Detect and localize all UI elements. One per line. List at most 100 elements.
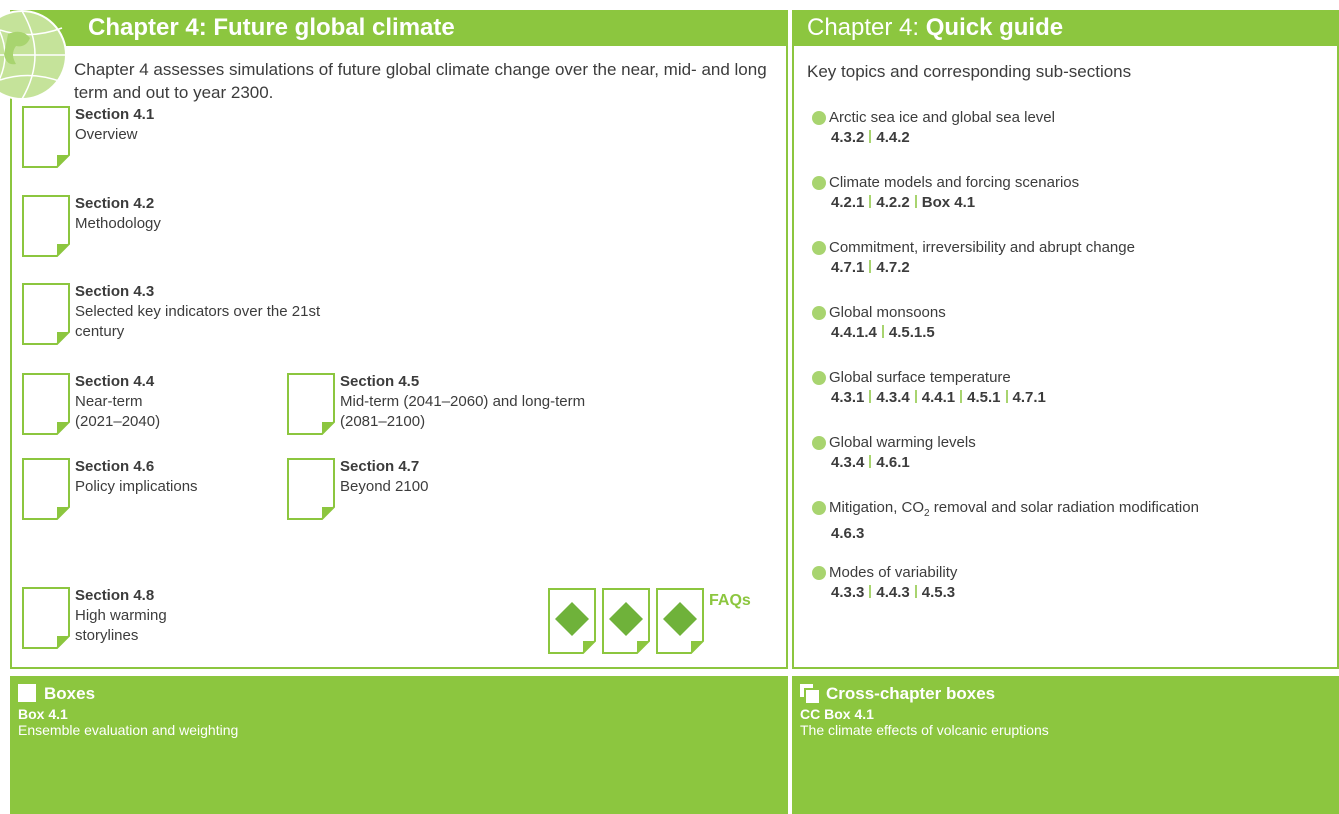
bullet: [812, 436, 826, 450]
separator: [960, 390, 963, 403]
topic-label: Global warming levels: [812, 433, 976, 453]
ref: 4.7.1: [1012, 389, 1046, 406]
section-label: Section 4.2: [75, 195, 155, 212]
cc-box-label: CC Box 4.1: [800, 706, 874, 722]
ref: Box 4.1: [921, 194, 976, 211]
bullet: [812, 176, 826, 190]
topic: Global surface temperature 4.3.1 4.3.4 4.4.…: [812, 368, 1046, 408]
right-subtitle: Key topics and corresponding sub-section…: [807, 62, 1132, 81]
doc-icon: [287, 373, 335, 435]
right-title-bold: Quick guide: [925, 14, 1064, 41]
topic: Global warming levels 4.3.4 4.6.1: [812, 433, 976, 473]
left-header: Chapter 4: Future global climate: [10, 10, 788, 46]
section-label: Section 4.3: [75, 283, 155, 300]
separator: [914, 195, 917, 208]
ref: 4.2.2: [876, 194, 910, 211]
topic-label: Arctic sea ice and global sea level: [812, 108, 1055, 128]
cc-boxes-title: Cross-chapter boxes: [826, 684, 996, 703]
topic-label: Climate models and forcing scenarios: [812, 173, 1079, 193]
topic-label: Global monsoons: [812, 303, 946, 323]
cc-boxes-panel: Cross-chapter boxes CC Box 4.1 The clima…: [792, 676, 1339, 814]
ref: 4.3.4: [831, 454, 865, 471]
section-title: Near-term (2021–2040): [75, 393, 161, 430]
section-label: Section 4.5: [340, 373, 420, 390]
box-label: Box 4.1: [18, 706, 68, 722]
topic-refs: 4.3.3 4.4.3 4.5.3: [812, 583, 957, 603]
topic-subscript: 2: [924, 508, 930, 519]
topic-refs: 4.4.1.4 4.5.1.5: [812, 323, 946, 343]
bullet: [812, 501, 826, 515]
topic: Arctic sea ice and global sea level 4.3.2…: [812, 108, 1055, 148]
ref: 4.3.1: [831, 389, 865, 406]
section-label: Section 4.4: [75, 373, 155, 390]
cc-box-title: The climate effects of volcanic eruption…: [800, 722, 1049, 738]
ref: 4.4.3: [876, 584, 910, 601]
faq-icon: [548, 588, 596, 654]
separator: [869, 260, 872, 273]
separator: [869, 585, 872, 598]
bullet: [812, 566, 826, 580]
boxes-icon: [18, 684, 36, 702]
bullet: [812, 111, 826, 125]
separator: [881, 325, 884, 338]
section: Section 4.3 Selected key indicators over …: [75, 282, 335, 342]
bullet: [812, 241, 826, 255]
doc-icon: [22, 587, 70, 649]
section-title: Mid-term (2041–2060) and long-term (2081…: [340, 393, 586, 430]
doc-icon: [22, 195, 70, 257]
section: Section 4.7 Beyond 2100: [340, 457, 540, 497]
separator: [914, 585, 917, 598]
section: Section 4.4 Near-term (2021–2040): [75, 372, 185, 432]
section-title: Selected key indicators over the 21st ce…: [75, 303, 321, 340]
topic-text: Global warming levels: [829, 434, 976, 451]
faq-label: FAQs: [709, 592, 751, 609]
intro: Chapter 4 assesses simulations of future…: [74, 60, 767, 102]
topic: Commitment, irreversibility and abrupt c…: [812, 238, 1135, 278]
separator: [869, 130, 872, 143]
separator: [914, 390, 917, 403]
doc-icon: [287, 458, 335, 520]
topic: Global monsoons 4.4.1.4 4.5.1.5: [812, 303, 946, 343]
topic-refs: 4.3.1 4.3.4 4.4.1 4.5.1 4.7.1: [812, 388, 1046, 408]
faq-icon: [602, 588, 650, 654]
topic: Mitigation, CO2 removal and solar radiat…: [812, 498, 1199, 544]
topic-text: Mitigation, CO: [829, 499, 925, 516]
separator: [869, 195, 872, 208]
topic-label: Mitigation, CO2 removal and solar radiat…: [812, 498, 1199, 524]
topic-text: Arctic sea ice and global sea level: [829, 109, 1055, 126]
ref: 4.4.1: [921, 389, 956, 406]
bullet: [812, 371, 826, 385]
topic-text: Global monsoons: [829, 304, 946, 321]
ref: 4.6.1: [876, 454, 910, 471]
section-label: Section 4.8: [75, 587, 155, 604]
topic-refs: 4.3.4 4.6.1: [812, 453, 976, 473]
ref: 4.7.1: [831, 259, 865, 276]
doc-icon: [22, 458, 70, 520]
ref: 4.6.3: [831, 525, 865, 542]
section-label: Section 4.6: [75, 458, 155, 475]
topic-text: Commitment, irreversibility and abrupt c…: [829, 239, 1135, 256]
right-header: Chapter 4: Quick guide: [792, 10, 1339, 46]
section-title: Policy implications: [75, 478, 198, 495]
ref: 4.7.2: [876, 259, 910, 276]
topic-text: Climate models and forcing scenarios: [829, 174, 1080, 191]
section: Section 4.6 Policy implications: [75, 457, 275, 497]
ref: 4.3.3: [831, 584, 865, 601]
separator: [869, 390, 872, 403]
topic-refs: 4.3.2 4.4.2: [812, 128, 1055, 148]
ref: 4.5.1.5: [888, 324, 935, 341]
doc-icon: [22, 283, 70, 345]
section-label: Section 4.1: [75, 106, 155, 123]
section-title: Methodology: [75, 215, 161, 232]
section: Section 4.2 Methodology: [75, 194, 335, 234]
ref: 4.3.4: [876, 389, 910, 406]
faq-icon: [656, 588, 704, 654]
section-title: Beyond 2100: [340, 478, 429, 495]
boxes-title: Boxes: [44, 684, 96, 703]
ref: 4.3.2: [831, 129, 865, 146]
cc-boxes-icon: [800, 684, 821, 704]
topic-text: Global surface temperature: [829, 369, 1011, 386]
topic-refs: 4.2.1 4.2.2 Box 4.1: [812, 193, 1079, 213]
boxes-panel: Boxes Box 4.1 Ensemble evaluation and we…: [10, 676, 788, 814]
